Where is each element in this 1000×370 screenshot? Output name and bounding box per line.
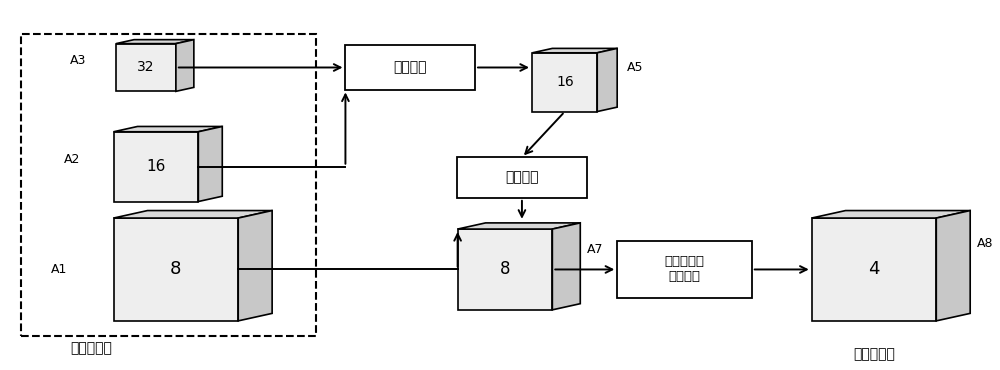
Polygon shape [812, 211, 970, 218]
Text: 16: 16 [556, 75, 574, 89]
Text: A1: A1 [51, 263, 67, 276]
Polygon shape [114, 127, 222, 132]
Text: 反卷积层: 反卷积层 [394, 60, 427, 74]
Text: A3: A3 [70, 54, 86, 67]
Text: A7: A7 [587, 243, 603, 256]
Polygon shape [812, 218, 936, 321]
Text: 反卷积层: 反卷积层 [505, 171, 539, 185]
Text: 8: 8 [170, 260, 182, 279]
Polygon shape [532, 48, 617, 53]
Text: 第一特征图: 第一特征图 [70, 342, 112, 356]
Polygon shape [238, 211, 272, 321]
Polygon shape [457, 158, 587, 198]
Polygon shape [114, 211, 272, 218]
Polygon shape [552, 223, 580, 310]
Polygon shape [345, 46, 475, 90]
Text: A5: A5 [627, 61, 643, 74]
Polygon shape [458, 229, 552, 310]
Polygon shape [458, 223, 580, 229]
Polygon shape [617, 241, 752, 298]
Polygon shape [114, 218, 238, 321]
Text: 16: 16 [146, 159, 166, 174]
Text: 32: 32 [137, 60, 155, 74]
Polygon shape [114, 132, 198, 202]
Text: 第二特征图: 第二特征图 [853, 347, 895, 361]
Text: 8: 8 [500, 260, 510, 279]
Text: 双线性插値
上采样层: 双线性插値 上采样层 [664, 255, 704, 283]
Text: A2: A2 [64, 153, 80, 166]
Polygon shape [597, 48, 617, 112]
Text: A8: A8 [977, 237, 993, 250]
Polygon shape [176, 40, 194, 91]
Polygon shape [532, 53, 597, 112]
Polygon shape [198, 127, 222, 202]
Polygon shape [936, 211, 970, 321]
Polygon shape [116, 44, 176, 91]
Polygon shape [116, 40, 194, 44]
Text: 4: 4 [868, 260, 880, 279]
